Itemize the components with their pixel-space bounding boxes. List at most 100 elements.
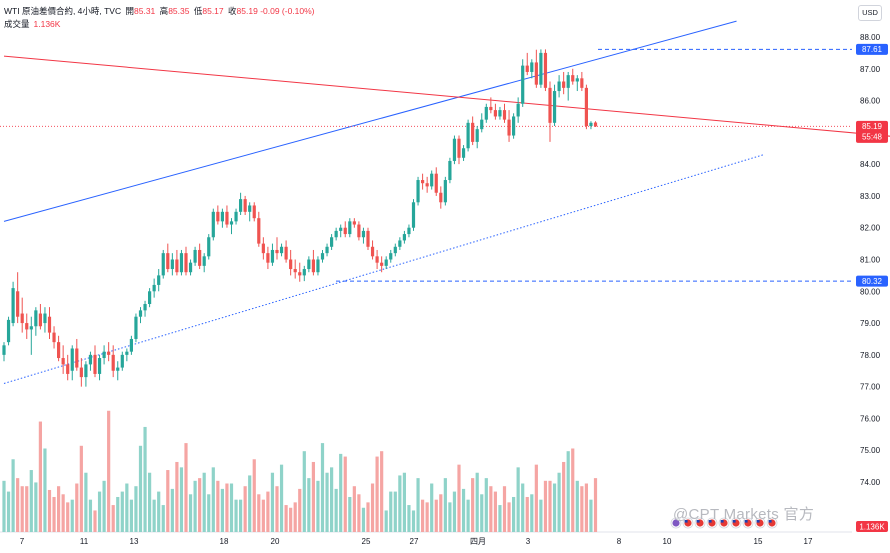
close-label: 收 [228,6,237,16]
symbol-header: WTI 原油差價合約, 4小時, TVC 開85.31 高85.35 低85.1… [4,5,315,17]
low-label: 低 [193,6,203,16]
candle-body [16,291,20,317]
svg-text:55:48: 55:48 [862,132,883,141]
volume-bar [348,496,352,532]
candle-body [188,262,193,273]
candle-body [198,249,202,266]
candle-body [152,284,156,292]
candle-body [325,246,329,254]
volume-bar [116,496,120,532]
candle-body [434,173,438,193]
candle-body [261,243,265,254]
svg-text:85.19: 85.19 [862,122,883,131]
volume-bar [562,461,566,532]
currency-button[interactable]: USD [858,5,882,21]
volume-bar [416,478,420,532]
volume-bar [161,505,165,532]
volume-bar [521,483,525,532]
volume-bar [389,491,393,532]
volume-bar [580,486,584,532]
volume-bar [443,478,447,532]
volume-bar [534,464,538,532]
candle-body [589,122,593,126]
candle-body [34,310,38,327]
candle-body [275,249,279,254]
price-axis-tick: 75.00 [860,446,881,455]
candle-body [20,313,24,324]
candle-body [502,110,507,120]
candle-body [248,205,252,212]
candle-body [534,62,538,85]
candle-body [366,230,370,247]
volume-bar [498,505,502,532]
volume-bar [261,499,265,532]
symbol-title[interactable]: WTI 原油差價合約, 4小時, TVC [4,6,122,16]
candle-body [471,122,475,142]
volume-bar [234,499,238,532]
candle-body [584,87,588,126]
candle-body [11,288,15,324]
price-axis-tick: 82.00 [860,224,881,233]
price-axis-tick: 88.00 [860,33,881,42]
volume-bar [25,486,29,532]
candle-body [361,230,366,238]
svg-text:1.136K: 1.136K [859,523,885,532]
time-axis-tick: 11 [80,537,89,546]
volume-bar [530,494,534,532]
volume-bar [57,486,61,532]
candle-body [134,316,138,339]
candle-body [543,52,548,88]
volume-bar [16,478,20,532]
volume-bar [330,467,334,532]
volume-bar [29,470,33,532]
candle-body [348,221,352,235]
price-label-80-32: 80.32 [856,275,888,287]
candle-body [298,272,302,276]
us-flag-icon [754,517,766,529]
candle-body [380,262,384,266]
candle-body [580,78,584,88]
volume-bar [61,494,65,532]
candle-body [61,358,65,365]
candle-body [138,310,143,317]
volume-bar [88,499,93,532]
candle-body [461,148,466,158]
volume-bar [20,486,24,532]
price-axis-tick: 77.00 [860,383,881,392]
candle-body [225,211,229,225]
volume-bar [120,491,124,532]
volume-bar [52,496,56,532]
price-axis-background [852,0,890,548]
candle-body [575,78,579,82]
volume-bar [471,478,475,532]
volume-bar [352,486,356,532]
volume-bar [47,489,52,532]
volume-bar [307,478,311,532]
volume-bar [266,491,270,532]
volume-bar [166,470,170,532]
volume-bar [411,510,416,532]
candle-body [6,319,11,343]
volume-bar [316,480,320,532]
price-label-87-61: 87.61 [856,43,888,55]
volume-bar [502,486,507,532]
volume-bar [480,494,484,532]
volume-bar [248,475,252,532]
volume-value: 1.136K [33,19,61,29]
volume-bar [148,472,152,532]
us-flag-icon [718,517,730,529]
volume-bar [525,496,529,532]
candle-body [88,354,93,365]
volume-bar [188,494,193,532]
candle-body [129,338,133,352]
volume-header: 成交量 1.136K [4,18,60,30]
volume-bar [516,467,520,532]
price-axis-tick: 78.00 [860,351,881,360]
volume-bar [361,507,366,532]
volume-bar [6,491,11,532]
volume-bar [216,480,220,532]
volume-bar [439,494,443,532]
volume-bar [461,488,466,532]
